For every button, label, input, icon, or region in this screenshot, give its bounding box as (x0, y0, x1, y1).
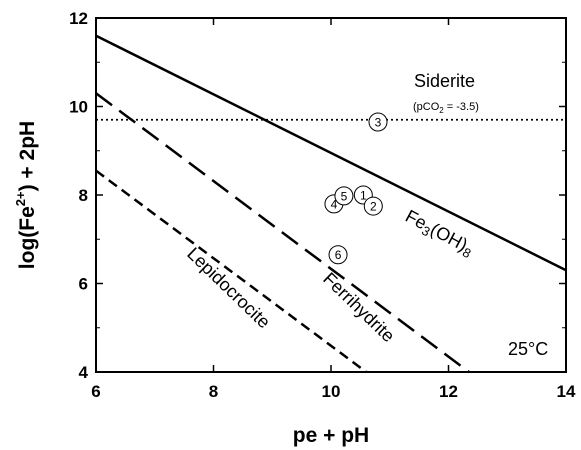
ferrihydrite-label: Ferrihydrite (319, 268, 398, 346)
sample-point-label: 5 (341, 189, 348, 203)
y-tick-label: 10 (69, 98, 88, 117)
y-tick-label: 12 (69, 9, 88, 28)
y-tick-label: 4 (79, 363, 89, 382)
lepidocrocite-label: Lepidocrocite (183, 243, 274, 332)
x-axis-label: pe + pH (293, 424, 369, 447)
sample-point-marker (363, 196, 383, 216)
sample-point-marker (368, 112, 388, 132)
x-tick-label: 14 (557, 382, 576, 401)
y-tick-label: 6 (79, 275, 88, 294)
sample-points: 12 3 45 6 (324, 112, 388, 265)
sample-point-label: 1 (360, 189, 367, 203)
sample-point-label: 3 (375, 115, 382, 129)
y-tick-label: 8 (79, 186, 88, 205)
x-tick-label: 12 (439, 382, 458, 401)
sample-point-label: 2 (370, 200, 377, 214)
series-line-short-dash (95, 169, 367, 374)
y-axis-label: log(Fe2+) + 2pH (13, 121, 39, 269)
series-line-solid (95, 34, 567, 272)
sample-point-label: 6 (335, 248, 342, 262)
fe3oh8-label: Fe3(OH)8 (401, 206, 478, 261)
sample-point-marker (328, 245, 348, 265)
sample-point-marker (334, 186, 354, 206)
x-tick-label: 10 (322, 382, 341, 401)
series-line-long-dash (95, 92, 470, 374)
siderite-label: Siderite (414, 71, 475, 91)
pco2-label: (pCO2 = -3.5) (413, 101, 479, 115)
x-tick-label: 8 (209, 382, 218, 401)
sample-point-label: 4 (331, 197, 338, 211)
series-lines (95, 34, 567, 374)
x-tick-label: 6 (91, 382, 100, 401)
temperature-label: 25°C (508, 339, 548, 359)
